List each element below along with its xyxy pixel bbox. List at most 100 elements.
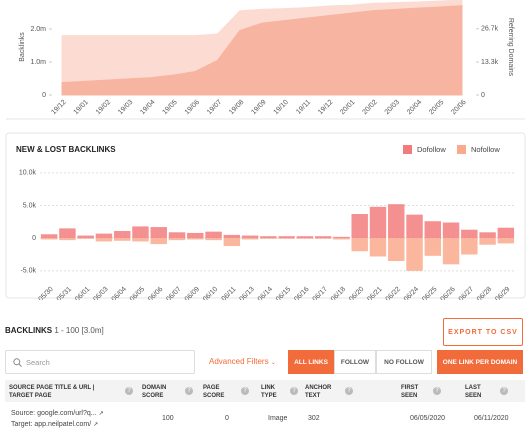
card-border [5,132,526,299]
search-icon [13,358,22,367]
external-icon: ↗ [98,411,104,417]
bar [351,238,368,252]
help-icon[interactable]: ? [290,387,298,395]
title: BACKLINKS [5,326,53,335]
bar [260,236,277,239]
bar [296,236,314,239]
legend-label: Nofollow [471,145,500,154]
help-icon[interactable]: ? [500,387,508,395]
bar [223,238,241,247]
target-url[interactable]: Target: app.neilpatel.com/ ↗ [11,421,98,428]
bar [241,238,259,240]
anchor-text: 302 [308,415,320,422]
column-header: FIRST SEEN [401,385,419,399]
export-button[interactable]: EXPORT TO CSV [443,318,523,346]
y-tick-label: 2.0m [30,26,46,33]
help-icon[interactable]: ? [241,387,249,395]
y-tick-label: 5.0k [23,202,37,209]
search-placeholder: Search [26,358,50,367]
area [61,5,463,96]
x-tick-label: 19/08 [228,99,245,116]
bar [406,238,423,271]
filters-label: Advanced Filters [209,357,269,366]
bar [95,233,113,239]
tab[interactable]: NO FOLLOW [376,350,432,374]
bar [40,234,58,239]
bar [241,235,259,239]
help-icon[interactable]: ? [185,387,193,395]
target: Target: app.neilpatel.com/ [11,421,92,428]
y-axis-label: Backlinks [19,32,26,62]
bar [333,238,350,240]
bar [314,238,332,239]
tab[interactable]: ALL LINKS [288,350,334,374]
per-domain-button[interactable]: ONE LINK PER DOMAIN [437,350,523,374]
bar [278,238,295,239]
help-icon[interactable]: ? [125,387,133,395]
column-header: DOMAIN SCORE [142,385,167,399]
x-tick-label: 20/06 [450,99,467,116]
column-header: LINK TYPE [261,385,277,399]
bar [296,238,314,239]
source-url[interactable]: Source: google.com/url?q... ↗ [11,410,104,417]
bar [77,235,94,239]
x-tick-label: 19/01 [73,99,90,116]
y-tick-label: 26.7k [481,26,499,33]
x-tick-label: 20/02 [361,99,378,116]
y-tick-label: -5.0k [20,268,36,275]
x-tick-label: 19/02 [95,99,112,116]
y-tick-label: 1.0m [30,59,46,66]
x-tick-label: 19/09 [250,99,267,116]
bar [77,238,94,239]
bar [314,236,332,239]
bar [132,238,149,242]
tab[interactable]: FOLLOW [334,350,376,374]
bar [132,226,149,239]
search-box[interactable]: Search [5,350,195,374]
bar [388,204,405,239]
bar [424,238,442,256]
bar [442,222,460,239]
bar [205,238,222,241]
help-icon[interactable]: ? [345,387,353,395]
bar [497,238,515,244]
y-tick-label: 0 [32,235,36,242]
column-header: LAST SEEN [465,385,482,399]
bar [187,238,204,240]
table-title: BACKLINKS 1 - 100 [3.0m] [5,326,104,335]
bar [461,229,478,239]
x-tick-label: 19/11 [295,99,312,116]
bar [369,238,387,257]
bar [351,214,368,239]
bar [168,232,186,239]
column-header: SOURCE PAGE TITLE & URL | TARGET PAGE [9,385,95,399]
x-tick-label: 20/04 [406,99,423,116]
domain-score: 100 [162,415,174,422]
x-tick-label: 19/06 [184,99,201,116]
bar [113,230,131,239]
bar [40,238,58,240]
chart-title: NEW & LOST BACKLINKS [16,145,116,154]
filters[interactable]: Advanced Filters ⌄ [209,357,276,366]
bar [406,214,423,239]
x-tick-label: 19/03 [117,99,134,116]
x-tick-label: 19/05 [161,99,178,116]
page-score: 0 [225,415,229,422]
y-tick-label: 10.0k [19,170,37,177]
help-icon[interactable]: ? [433,387,441,395]
x-tick-label: 19/07 [206,99,223,116]
x-tick-label: 19/10 [273,99,290,116]
x-tick-label: 20/03 [384,99,401,116]
range: 1 - 100 [3.0m] [54,326,104,335]
bar [333,236,350,239]
external-icon: ↗ [93,422,99,428]
x-tick-label: 20/05 [428,99,445,116]
bar [388,238,405,262]
chevron: ⌄ [270,360,276,366]
bar [205,231,222,239]
source: Source: google.com/url?q... [11,410,97,417]
bar [95,238,113,242]
table-header [5,380,525,402]
column-header: PAGE SCORE [203,385,225,399]
